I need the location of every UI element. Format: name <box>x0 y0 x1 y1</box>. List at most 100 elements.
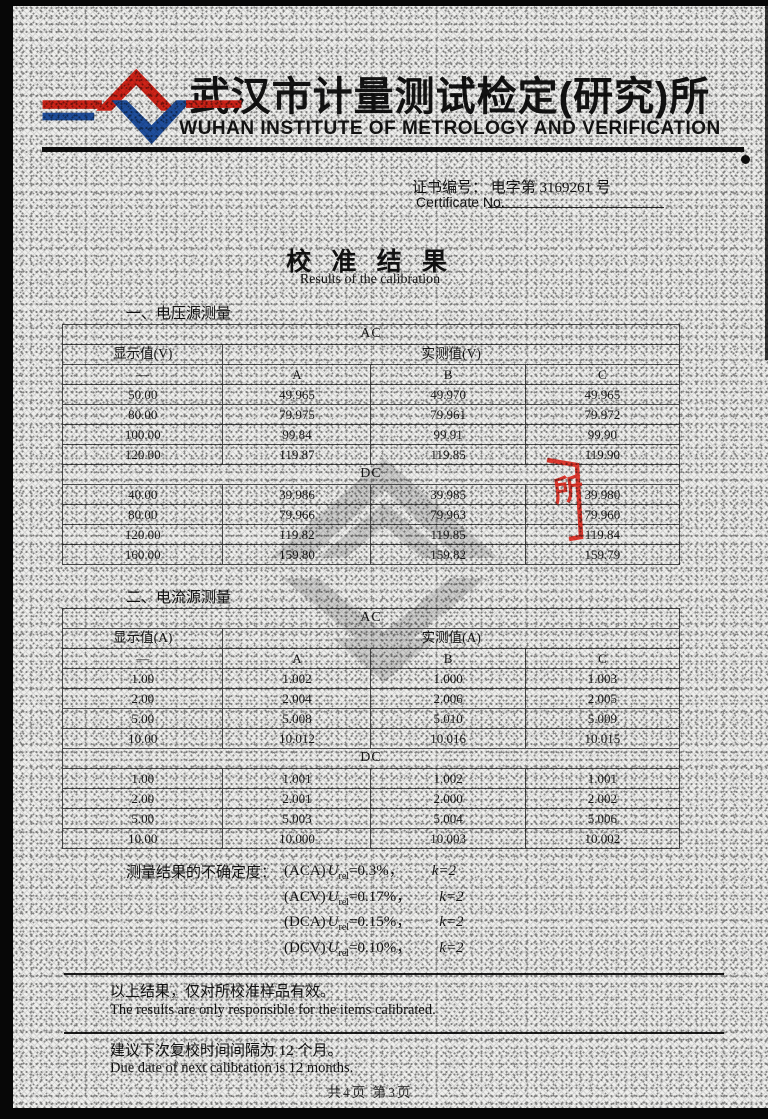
table-cell: 5.004 <box>370 808 526 829</box>
table-cell: 159.82 <box>370 544 526 565</box>
table-cell: 10.016 <box>370 728 526 749</box>
table-cell: 159.80 <box>222 544 372 565</box>
table-cell: 79.975 <box>222 404 372 425</box>
table-row: 5.00 5.008 5.010 5.009 <box>61 708 681 729</box>
uncertainty-part: (ACA) <box>284 863 326 879</box>
table-cell: 10.003 <box>370 828 526 849</box>
table-cell: 10.012 <box>222 728 372 749</box>
table-cell: 79.972 <box>524 404 681 425</box>
certificate-number: 证书编号： 电字第 3169261 号 <box>412 176 611 197</box>
table-cell: 50.00 <box>61 384 224 405</box>
table-row: 5.00 5.003 5.004 5.006 <box>61 808 681 829</box>
table-cell: 2.002 <box>524 788 681 809</box>
note-validity-cn: 以上结果，仅对所校准样品有效。 <box>110 984 336 1000</box>
table-cell: 40.00 <box>61 484 224 505</box>
results-title-cn: 校 准 结 果 <box>286 249 454 276</box>
table-cell: C <box>524 364 681 385</box>
voltage-section-heading: 一、电压源测量 <box>126 306 232 322</box>
note-recalibration-en: Due date of next calibration is 12 month… <box>110 1060 354 1076</box>
certificate-number-underline <box>488 207 664 208</box>
voltage-table: AC 显示值(V) 实测值(V) — A B C 50.00 49.965 49.970 49.96… <box>61 324 681 565</box>
uncertainty-part: k=2 <box>439 888 464 905</box>
table-cell: 100.00 <box>61 424 224 445</box>
table-row: 显示值(V) 实测值(V) <box>61 344 680 365</box>
table-cell: 1.002 <box>370 768 526 789</box>
table-cell: 120.00 <box>61 524 224 545</box>
uncertainty-line: (ACA) Urel=0.3%， k=2 <box>284 859 464 885</box>
table-cell: 2.00 <box>61 788 224 809</box>
uncertainty-part: U <box>327 863 339 879</box>
table-cell: 79.966 <box>222 504 372 525</box>
table-cell: 1.001 <box>524 768 681 789</box>
table-cell: 80.00 <box>61 404 224 425</box>
uncertainty-part: rel <box>338 871 350 882</box>
uncertainty-part: (DCV) <box>284 939 326 956</box>
table-cell: DC <box>62 748 680 769</box>
table-cell: 99.84 <box>222 424 372 445</box>
uncertainty-part: =0.10%， <box>349 939 412 956</box>
uncertainty-label: 测量结果的不确定度： <box>126 865 277 881</box>
table-row: 100.00 99.84 99.91 99.90 <box>61 424 681 445</box>
table-cell: 80.00 <box>61 504 224 525</box>
uncertainty-part: U <box>327 888 339 905</box>
red-seal-character: 所 <box>551 472 586 509</box>
table-cell: — <box>61 648 224 669</box>
table-cell: 显示值(A) <box>61 628 224 649</box>
header-rule-dot <box>741 155 750 164</box>
uncertainty-part: U <box>327 914 339 930</box>
table-group-row: AC <box>62 324 680 345</box>
table-cell: 159.79 <box>524 544 681 565</box>
page-pagination: 共4页 第3页 <box>327 1085 413 1100</box>
table-cell: 99.90 <box>524 424 681 445</box>
uncertainty-part: rel <box>338 896 350 908</box>
current-table: AC 显示值(A) 实测值(A) — A B C 1.00 1.002 1.000 1.003 2.0… <box>61 608 681 849</box>
table-row: 50.00 49.965 49.970 49.965 <box>61 384 681 405</box>
uncertainty-part: rel <box>338 947 350 959</box>
scan-edge-right <box>765 0 768 360</box>
table-row: 40.00 39.986 39.985 39.980 <box>61 484 681 505</box>
table-cell: 79.961 <box>370 404 526 425</box>
table-cell: 39.985 <box>370 484 526 505</box>
table-cell: 5.006 <box>524 808 681 829</box>
table-row: 10.00 10.012 10.016 10.015 <box>61 728 681 749</box>
uncertainty-part: U <box>327 939 339 956</box>
table-cell: 5.008 <box>222 708 372 729</box>
table-cell: 99.91 <box>370 424 526 445</box>
table-cell: 119.85 <box>370 444 526 465</box>
table-cell: 120.00 <box>61 444 224 465</box>
table-cell: B <box>370 648 526 669</box>
table-row: 120.00 119.87 119.85 119.90 <box>61 444 681 465</box>
table-cell: 显示值(V) <box>61 344 224 365</box>
institute-logo <box>42 68 242 145</box>
uncertainty-part: rel <box>338 922 350 933</box>
uncertainty-part: =0.3%， <box>349 863 404 879</box>
table-cell: 160.00 <box>61 544 224 565</box>
uncertainty-part: =0.15%， <box>349 914 412 930</box>
table-cell: 2.001 <box>222 788 372 809</box>
notes-divider-middle <box>64 1032 724 1034</box>
table-cell: 1.003 <box>524 668 681 689</box>
table-cell: 10.002 <box>524 828 681 849</box>
certificate-number-label-en: Certificate No. <box>416 194 505 210</box>
table-cell: 2.005 <box>524 688 681 709</box>
scan-edge-top <box>0 0 768 6</box>
table-cell: 5.009 <box>524 708 681 729</box>
table-cell: 1.000 <box>370 668 526 689</box>
table-cell: A <box>222 364 372 385</box>
certificate-number-label: 证书编号： <box>412 180 488 196</box>
header-rule <box>42 147 744 152</box>
table-cell: 39.986 <box>222 484 372 505</box>
scan-edge-bottom <box>0 1108 768 1119</box>
table-cell: 49.965 <box>222 384 372 405</box>
table-cell: 49.970 <box>370 384 526 405</box>
table-cell: 5.00 <box>61 808 224 829</box>
table-row: 2.00 2.004 2.006 2.005 <box>61 688 681 709</box>
table-cell: 1.002 <box>222 668 372 689</box>
table-row: 80.00 79.975 79.961 79.972 <box>61 404 681 425</box>
table-cell: AC <box>62 324 680 345</box>
table-row: 120.00 119.82 119.85 119.84 <box>61 524 681 545</box>
table-cell: 10.00 <box>61 828 224 849</box>
table-cell: 119.87 <box>222 444 372 465</box>
table-group-row: DC <box>62 748 680 769</box>
